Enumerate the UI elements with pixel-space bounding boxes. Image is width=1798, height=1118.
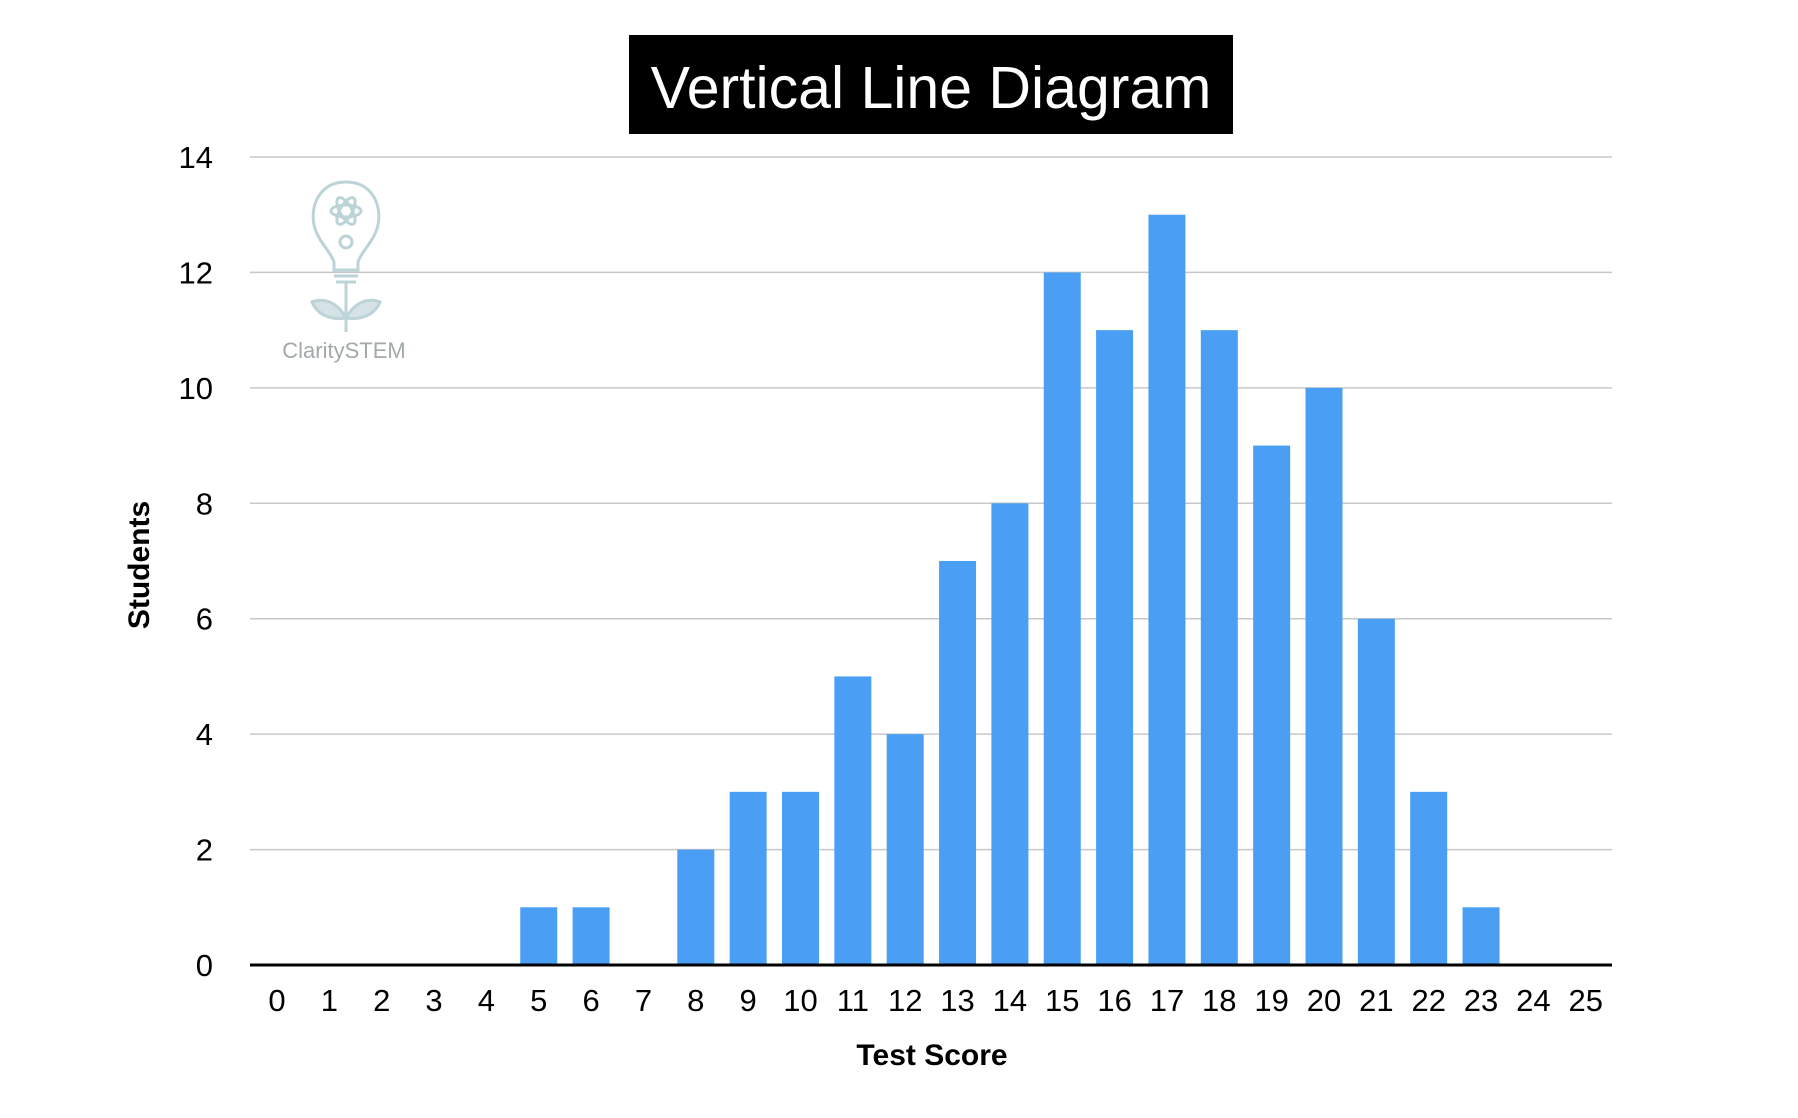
x-tick-label: 13 bbox=[940, 983, 974, 1018]
x-axis-label: Test Score bbox=[856, 1039, 1007, 1072]
x-tick-label: 2 bbox=[373, 983, 390, 1018]
bar-19 bbox=[1253, 445, 1291, 966]
logo-text: ClaritySTEM bbox=[282, 338, 405, 363]
bar-8 bbox=[677, 849, 715, 965]
bar-22 bbox=[1410, 791, 1448, 965]
x-tick-label: 3 bbox=[425, 983, 442, 1018]
y-tick-label: 10 bbox=[179, 371, 213, 406]
x-tick-label: 19 bbox=[1254, 983, 1288, 1018]
y-tick-label: 6 bbox=[196, 602, 213, 637]
chart-title-box: Vertical Line Diagram bbox=[629, 35, 1233, 134]
y-axis-label: Students bbox=[123, 501, 156, 629]
bar-16 bbox=[1096, 330, 1134, 966]
bar-14 bbox=[991, 503, 1029, 965]
bar-9 bbox=[729, 791, 767, 965]
x-tick-label: 8 bbox=[687, 983, 704, 1018]
x-tick-label: 18 bbox=[1202, 983, 1236, 1018]
x-tick-label: 9 bbox=[740, 983, 757, 1018]
x-tick-label: 1 bbox=[321, 983, 338, 1018]
x-tick-label: 20 bbox=[1307, 983, 1341, 1018]
x-tick-label: 4 bbox=[478, 983, 495, 1018]
x-tick-label: 10 bbox=[783, 983, 817, 1018]
y-tick-labels: 0 2 4 6 8 10 12 14 bbox=[179, 140, 213, 983]
chart-title: Vertical Line Diagram bbox=[651, 55, 1212, 121]
x-tick-label: 24 bbox=[1516, 983, 1550, 1018]
x-tick-label: 5 bbox=[530, 983, 547, 1018]
y-tick-label: 4 bbox=[196, 717, 213, 752]
x-tick-label: 25 bbox=[1569, 983, 1603, 1018]
bar-17 bbox=[1148, 214, 1186, 965]
bars bbox=[520, 214, 1500, 966]
bar-12 bbox=[886, 734, 924, 965]
bar-10 bbox=[782, 791, 819, 965]
x-tick-label: 21 bbox=[1359, 983, 1393, 1018]
y-tick-label: 2 bbox=[196, 833, 213, 868]
claritystem-logo: ClaritySTEM bbox=[282, 180, 406, 363]
bar-5 bbox=[520, 907, 558, 965]
y-tick-label: 8 bbox=[196, 486, 213, 521]
x-tick-label: 0 bbox=[268, 983, 285, 1018]
bar-15 bbox=[1043, 272, 1081, 965]
y-tick-label: 14 bbox=[179, 140, 213, 175]
bar-6 bbox=[572, 907, 610, 965]
bar-11 bbox=[834, 676, 872, 965]
x-tick-label: 23 bbox=[1464, 983, 1498, 1018]
x-tick-label: 16 bbox=[1097, 983, 1131, 1018]
bar-20 bbox=[1305, 387, 1343, 965]
x-tick-label: 11 bbox=[837, 983, 869, 1018]
x-tick-label: 12 bbox=[888, 983, 922, 1018]
x-tick-label: 6 bbox=[582, 983, 599, 1018]
bar-23 bbox=[1462, 907, 1500, 965]
x-tick-labels: 0 1 2 3 4 5 6 7 8 9 10 11 12 13 14 15 16 17 18 19 20 21 22 23 24… bbox=[268, 983, 1603, 1018]
bar-18 bbox=[1200, 330, 1238, 966]
x-tick-label: 15 bbox=[1045, 983, 1079, 1018]
bar-21 bbox=[1357, 618, 1395, 965]
y-tick-label: 12 bbox=[179, 255, 213, 290]
x-tick-label: 17 bbox=[1150, 983, 1184, 1018]
lightbulb-atom-icon bbox=[310, 180, 382, 332]
bar-13 bbox=[939, 561, 977, 965]
x-tick-label: 7 bbox=[635, 983, 652, 1018]
x-tick-label: 22 bbox=[1411, 983, 1445, 1018]
x-tick-label: 14 bbox=[993, 983, 1027, 1018]
chart-title-background bbox=[629, 35, 1233, 134]
y-tick-label: 0 bbox=[196, 948, 213, 983]
